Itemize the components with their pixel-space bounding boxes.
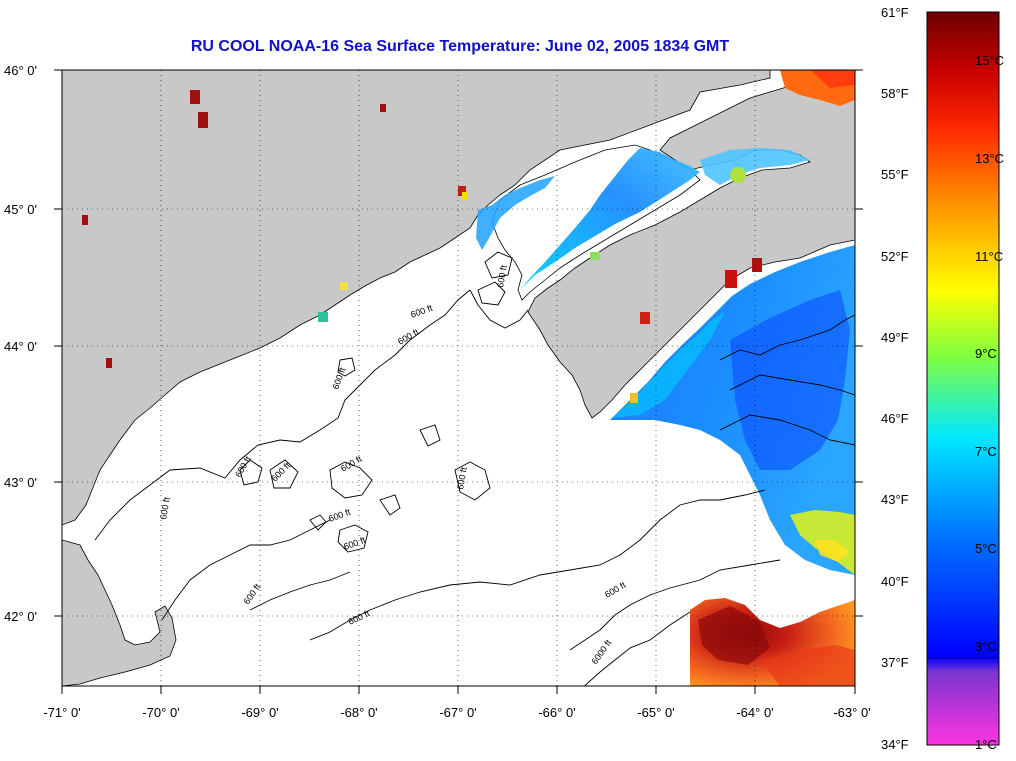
lon-tick-label: -66° 0' bbox=[538, 705, 575, 720]
cbar-c-label: 15°C bbox=[975, 53, 1004, 68]
lon-tick-label: -64° 0' bbox=[736, 705, 773, 720]
lon-tick-label: -71° 0' bbox=[43, 705, 80, 720]
bay-of-fundy-sst bbox=[520, 148, 700, 290]
colorbar-c-labels: 15°C 13°C 11°C 9°C 7°C 5°C 3°C 1°C bbox=[975, 53, 1004, 752]
land-massachusetts bbox=[62, 539, 177, 686]
lat-tick-label: 44° 0' bbox=[4, 339, 37, 354]
cbar-f-label: 43°F bbox=[881, 492, 909, 507]
bathymetry-contours bbox=[94, 251, 855, 686]
lat-axis-labels: 46° 0' 45° 0' 44° 0' 43° 0' 42° 0' bbox=[4, 63, 37, 624]
contour-label: 600 ft bbox=[455, 466, 469, 490]
cbar-f-label: 49°F bbox=[881, 330, 909, 345]
contour-label: 600 ft bbox=[495, 264, 509, 288]
scotian-sst-yellow bbox=[815, 540, 850, 562]
scotian-sst-cyan-band bbox=[612, 312, 725, 418]
cbar-f-label: 55°F bbox=[881, 167, 909, 182]
chart-title: RU COOL NOAA-16 Sea Surface Temperature:… bbox=[190, 38, 730, 55]
lat-tick-label: 43° 0' bbox=[4, 475, 37, 490]
contour-label: 600 ft bbox=[158, 496, 172, 520]
lon-tick-label: -65° 0' bbox=[637, 705, 674, 720]
colorbar-f-labels: 61°F 58°F 55°F 52°F 49°F 46°F 43°F 40°F … bbox=[881, 5, 909, 752]
lon-tick-label: -69° 0' bbox=[241, 705, 278, 720]
cbar-f-label: 46°F bbox=[881, 411, 909, 426]
lat-tick-label: 46° 0' bbox=[4, 63, 37, 78]
lon-tick-label: -63° 0' bbox=[833, 705, 870, 720]
cbar-c-label: 3°C bbox=[975, 639, 997, 654]
cbar-c-label: 5°C bbox=[975, 541, 997, 556]
minas-basin-sst bbox=[700, 148, 810, 185]
cbar-c-label: 13°C bbox=[975, 151, 1004, 166]
cbar-c-label: 9°C bbox=[975, 346, 997, 361]
lon-tick-label: -67° 0' bbox=[439, 705, 476, 720]
fundy-mouth-sst bbox=[476, 176, 555, 250]
lon-axis-labels: -71° 0' -70° 0' -69° 0' -68° 0' -67° 0' … bbox=[43, 705, 870, 720]
colorbar bbox=[926, 11, 1000, 746]
graticule bbox=[62, 70, 855, 686]
lon-tick-label: -68° 0' bbox=[340, 705, 377, 720]
cbar-c-label: 11°C bbox=[975, 249, 1003, 264]
cbar-f-label: 61°F bbox=[881, 5, 909, 20]
lat-tick-label: 45° 0' bbox=[4, 202, 37, 217]
cbar-f-label: 58°F bbox=[881, 86, 909, 101]
axis-ticks bbox=[54, 69, 863, 694]
lon-tick-label: -70° 0' bbox=[142, 705, 179, 720]
lat-tick-label: 42° 0' bbox=[4, 609, 37, 624]
cbar-f-label: 34°F bbox=[881, 737, 909, 752]
land-maine-newbrunswick bbox=[62, 70, 771, 526]
cbar-c-label: 7°C bbox=[975, 444, 997, 459]
cbar-f-label: 37°F bbox=[881, 655, 909, 670]
cbar-f-label: 52°F bbox=[881, 249, 909, 264]
cbar-c-label: 1°C bbox=[975, 737, 997, 752]
cbar-f-label: 40°F bbox=[881, 574, 909, 589]
